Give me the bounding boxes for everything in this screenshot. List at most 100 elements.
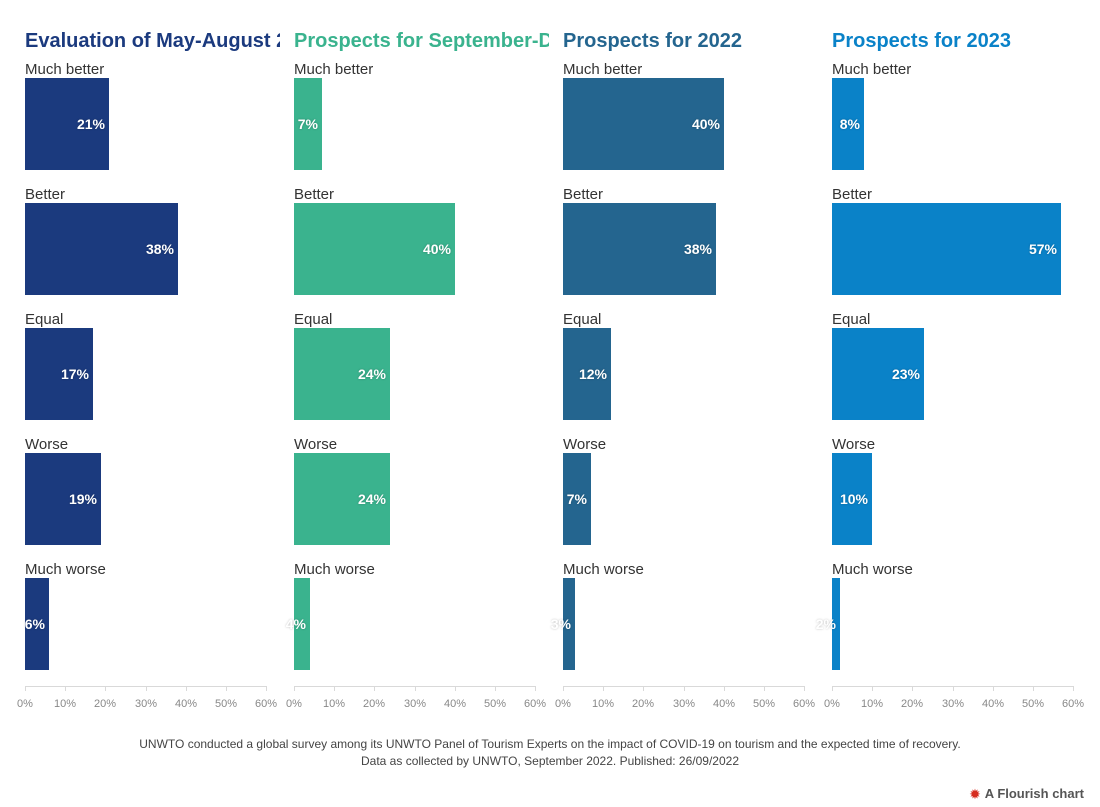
bar-value-label: 38% (145, 241, 174, 257)
flourish-credit-link[interactable]: ✹ A Flourish chart (969, 786, 1084, 802)
bar-value-label: 17% (60, 366, 89, 382)
x-tick-label: 40% (981, 698, 1005, 710)
x-axis-line (563, 686, 804, 687)
x-tick-label: 20% (362, 698, 386, 710)
x-tick-label: 10% (322, 698, 346, 710)
category-label: Much better (832, 61, 912, 78)
x-axis-tick (495, 686, 496, 691)
category-label: Much worse (25, 561, 106, 578)
category-label: Much better (294, 61, 374, 78)
category-label: Much worse (832, 561, 913, 578)
x-tick-label: 0% (17, 698, 33, 710)
x-tick-label: 30% (672, 698, 696, 710)
x-tick-label: 10% (860, 698, 884, 710)
bar[interactable] (294, 203, 455, 295)
x-axis-tick (872, 686, 873, 691)
x-axis-tick (294, 686, 295, 691)
x-axis-tick (804, 686, 805, 691)
x-tick-label: 0% (824, 698, 840, 710)
x-axis-tick (1073, 686, 1074, 691)
x-tick-label: 0% (286, 698, 302, 710)
bar[interactable] (563, 453, 591, 545)
x-axis-tick (226, 686, 227, 691)
bar-value-label: 40% (691, 116, 720, 132)
x-axis-tick (563, 686, 564, 691)
category-label: Equal (563, 311, 602, 328)
bar[interactable] (25, 203, 178, 295)
x-axis-tick (603, 686, 604, 691)
category-label: Better (563, 186, 604, 203)
category-label: Worse (832, 436, 876, 453)
x-axis-tick (455, 686, 456, 691)
bar-value-label: 2% (815, 616, 836, 632)
bar-value-label: 8% (839, 116, 860, 132)
bar-value-label: 12% (578, 366, 607, 382)
panel-title: Evaluation of May-August 2022 (25, 30, 280, 52)
x-tick-label: 10% (591, 698, 615, 710)
x-tick-label: 50% (1021, 698, 1045, 710)
x-axis-tick (415, 686, 416, 691)
x-axis-tick (993, 686, 994, 691)
category-label: Equal (832, 311, 871, 328)
bar[interactable] (832, 578, 840, 670)
bar[interactable] (25, 78, 109, 170)
bar[interactable] (294, 453, 390, 545)
bar[interactable] (294, 78, 322, 170)
x-axis-tick (953, 686, 954, 691)
bar-value-label: 7% (297, 116, 318, 132)
x-tick-label: 40% (174, 698, 198, 710)
chart-panel-3: Prospects for 2022 Much better 40% Better 38… (551, 0, 829, 720)
x-tick-label: 30% (134, 698, 158, 710)
bar[interactable] (294, 328, 390, 420)
x-axis-tick (535, 686, 536, 691)
panel-title: Prospects for 2022 (563, 30, 742, 52)
bar[interactable] (25, 328, 93, 420)
panel-title: Prospects for September-December 2022 (294, 30, 549, 52)
bar-value-label: 3% (550, 616, 571, 632)
bar[interactable] (832, 78, 864, 170)
x-tick-label: 60% (254, 698, 278, 710)
chart-panel-4: Prospects for 2023 Much better 8% Better 57%… (816, 0, 1098, 720)
bar[interactable] (25, 453, 101, 545)
bar-value-label: 4% (285, 616, 306, 632)
bar[interactable] (25, 578, 49, 670)
bar-value-label: 21% (76, 116, 105, 132)
x-tick-label: 60% (523, 698, 547, 710)
x-axis-tick (65, 686, 66, 691)
bar[interactable] (563, 203, 716, 295)
x-tick-label: 50% (483, 698, 507, 710)
bar[interactable] (563, 328, 611, 420)
x-tick-label: 20% (93, 698, 117, 710)
x-axis-tick (832, 686, 833, 691)
x-axis-tick (1033, 686, 1034, 691)
bar-value-label: 40% (422, 241, 451, 257)
x-tick-label: 0% (555, 698, 571, 710)
category-label: Much better (25, 61, 105, 78)
x-tick-label: 30% (403, 698, 427, 710)
x-axis-line (832, 686, 1073, 687)
flourish-logo-icon: ✹ (969, 786, 981, 802)
x-tick-label: 60% (1061, 698, 1085, 710)
bar[interactable] (832, 453, 872, 545)
x-axis-tick (643, 686, 644, 691)
bar[interactable] (294, 578, 310, 670)
category-label: Worse (25, 436, 69, 453)
x-tick-label: 10% (53, 698, 77, 710)
x-tick-label: 20% (631, 698, 655, 710)
flourish-credit-label: A Flourish chart (984, 786, 1084, 801)
category-label: Better (294, 186, 335, 203)
bar-value-label: 10% (839, 491, 868, 507)
bar[interactable] (563, 578, 575, 670)
bar-value-label: 38% (683, 241, 712, 257)
bar-value-label: 24% (357, 366, 386, 382)
x-tick-label: 60% (792, 698, 816, 710)
bar[interactable] (832, 328, 924, 420)
bar-value-label: 23% (891, 366, 920, 382)
x-axis-tick (186, 686, 187, 691)
x-axis-tick (764, 686, 765, 691)
bar[interactable] (563, 78, 724, 170)
x-axis-tick (912, 686, 913, 691)
category-label: Much better (563, 61, 643, 78)
bar[interactable] (832, 203, 1061, 295)
x-tick-label: 20% (900, 698, 924, 710)
